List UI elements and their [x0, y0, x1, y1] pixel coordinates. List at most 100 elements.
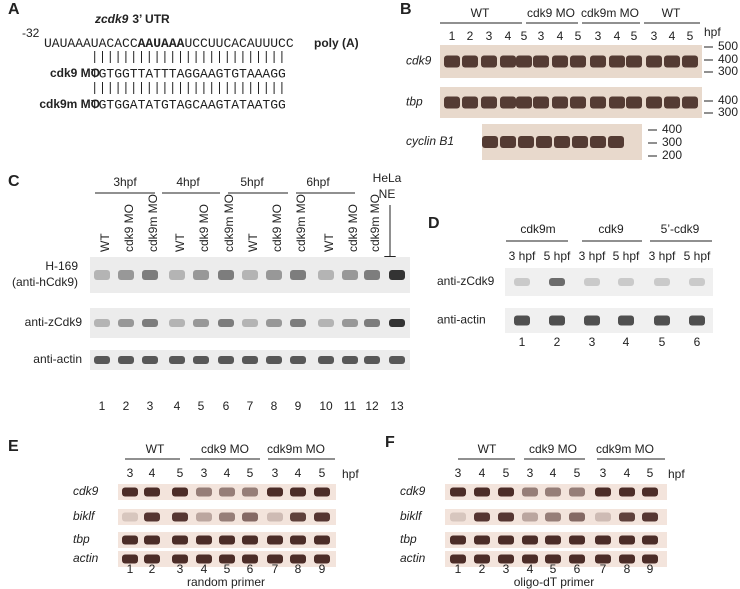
- band: [94, 319, 110, 327]
- band: [689, 278, 705, 286]
- band: [595, 535, 611, 545]
- lane-number: 2: [479, 562, 486, 576]
- band: [267, 554, 283, 564]
- band: [549, 315, 565, 326]
- row-label: cyclin B1: [406, 134, 454, 148]
- marker-label: 400: [718, 93, 738, 107]
- hela-label: NE: [379, 187, 396, 201]
- band: [552, 96, 568, 109]
- lane-label: cdk9 MO: [270, 204, 284, 252]
- band: [682, 55, 698, 68]
- band: [618, 278, 634, 286]
- marker-label: 500: [718, 39, 738, 53]
- lane-label: 2: [467, 29, 474, 43]
- band: [122, 487, 138, 497]
- lane-label: 3: [272, 466, 279, 480]
- lane-label: 3: [595, 29, 602, 43]
- band: [242, 270, 258, 280]
- band: [595, 512, 611, 522]
- lane-number: 5: [550, 562, 557, 576]
- lane-label: 5: [687, 29, 694, 43]
- lane-label: 3: [201, 466, 208, 480]
- row-label: anti-zCdk9: [437, 274, 495, 288]
- band: [193, 270, 209, 280]
- footer: random primer: [187, 575, 265, 589]
- band: [522, 487, 538, 497]
- band: [118, 356, 134, 364]
- band: [595, 487, 611, 497]
- band: [619, 487, 635, 497]
- lane-number: 4: [174, 399, 181, 413]
- lane-label: 3: [527, 466, 534, 480]
- band: [462, 55, 478, 68]
- band: [364, 319, 380, 327]
- band: [590, 55, 606, 68]
- lane-label: 4: [669, 29, 676, 43]
- lane-label: 5: [647, 466, 654, 480]
- marker-label: 300: [718, 64, 738, 78]
- band: [595, 554, 611, 564]
- band: [545, 535, 561, 545]
- lane-label: 5: [574, 466, 581, 480]
- band: [619, 535, 635, 545]
- band: [389, 270, 405, 280]
- lane-number: 7: [247, 399, 254, 413]
- band: [619, 512, 635, 522]
- band: [642, 512, 658, 522]
- row-label: biklf: [400, 509, 423, 523]
- sequence-part: UAUAAAUACACC: [44, 36, 138, 51]
- band: [533, 55, 549, 68]
- lane-label: cdk9m MO: [146, 194, 160, 252]
- lane-label: 4: [505, 29, 512, 43]
- band: [193, 356, 209, 364]
- band: [94, 356, 110, 364]
- band: [619, 554, 635, 564]
- band: [219, 535, 235, 545]
- band: [218, 270, 234, 280]
- band: [522, 554, 538, 564]
- utr: 3’ UTR: [132, 12, 170, 26]
- band: [590, 96, 606, 109]
- lane-label: 3: [538, 29, 545, 43]
- group-label: WT: [662, 6, 681, 20]
- lane-label: 4: [295, 466, 302, 480]
- lane-label: 4: [479, 466, 486, 480]
- morpholino-name: cdk9m MO: [39, 97, 100, 111]
- row-label: tbp: [406, 95, 423, 109]
- lane-label: 5 hpf: [544, 249, 571, 263]
- band: [290, 512, 306, 522]
- lane-label: WT: [246, 233, 260, 252]
- row-label: cdk9: [400, 484, 426, 498]
- lane-label: 1: [449, 29, 456, 43]
- band: [450, 487, 466, 497]
- row-label: actin: [73, 551, 99, 565]
- band: [267, 535, 283, 545]
- band: [570, 55, 586, 68]
- band: [689, 315, 705, 326]
- band: [266, 356, 282, 364]
- band: [142, 270, 158, 280]
- band: [242, 487, 258, 497]
- band: [626, 55, 642, 68]
- band: [290, 270, 306, 280]
- gene: zcdk9: [94, 12, 129, 26]
- marker-label: 400: [662, 122, 682, 136]
- row-label: tbp: [73, 532, 90, 546]
- lane-label: 5: [319, 466, 326, 480]
- lane-label: 4: [624, 466, 631, 480]
- band: [122, 535, 138, 545]
- band: [498, 487, 514, 497]
- band: [118, 270, 134, 280]
- band: [450, 554, 466, 564]
- sequence-part: UCCUUCACAUUUCC: [184, 36, 293, 51]
- group-label: cdk9m: [520, 222, 555, 236]
- lane-label: 5: [177, 466, 184, 480]
- band: [642, 554, 658, 564]
- band: [219, 487, 235, 497]
- band: [318, 270, 334, 280]
- lane-number: 13: [390, 399, 404, 413]
- lane-label: WT: [322, 233, 336, 252]
- morpholino-name: cdk9 MO: [50, 66, 100, 80]
- band: [498, 512, 514, 522]
